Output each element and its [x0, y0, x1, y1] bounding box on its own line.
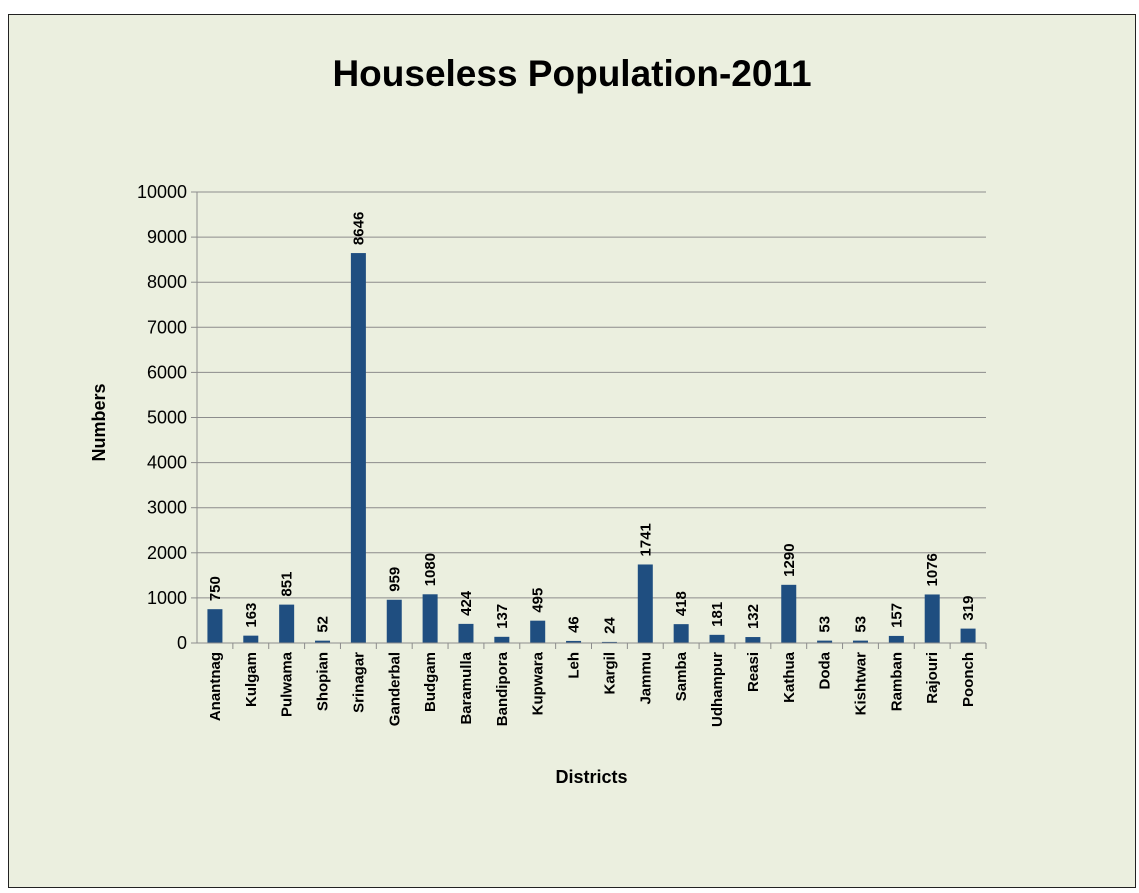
bar	[745, 637, 761, 643]
category-label: Budgam	[422, 652, 439, 712]
chart-title: Houseless Population-2011	[332, 53, 812, 94]
data-label: 8646	[350, 212, 367, 245]
y-tick-label: 10000	[137, 182, 187, 202]
y-tick-label: 0	[177, 633, 187, 653]
bar	[458, 623, 474, 643]
bar	[243, 635, 259, 643]
category-label: Pulwama	[279, 651, 296, 717]
bar	[637, 564, 653, 643]
bar	[960, 628, 976, 643]
category-label: Kulgam	[243, 652, 260, 707]
y-tick-label: 5000	[147, 408, 187, 428]
y-tick-label: 4000	[147, 453, 187, 473]
category-label: Baramulla	[458, 651, 475, 724]
data-label: 851	[279, 572, 296, 597]
y-tick-label: 2000	[147, 543, 187, 563]
data-label: 53	[852, 616, 869, 633]
bar	[888, 635, 904, 643]
category-label: Kathua	[781, 651, 798, 702]
bar	[207, 609, 223, 643]
y-tick-label: 9000	[147, 227, 187, 247]
y-tick-label: 7000	[147, 317, 187, 337]
category-label: Samba	[673, 651, 690, 701]
category-label: Bandipora	[494, 651, 511, 726]
gridlines	[197, 191, 986, 599]
data-label: 181	[709, 602, 726, 627]
category-label: Reasi	[745, 652, 762, 692]
category-label: Ganderbal	[386, 652, 403, 726]
category-label: Kargil	[601, 652, 618, 695]
category-label: Leh	[566, 652, 583, 679]
category-label: Srinagar	[350, 652, 367, 713]
y-axis-title: Numbers	[89, 383, 109, 461]
y-tick-label: 6000	[147, 362, 187, 382]
category-label: Kishtwar	[852, 652, 869, 716]
y-tick-label: 8000	[147, 272, 187, 292]
data-label: 750	[207, 576, 224, 601]
data-label: 46	[566, 616, 583, 633]
bar	[422, 594, 438, 643]
bar	[279, 604, 295, 643]
bar	[530, 620, 546, 643]
data-label: 1741	[637, 523, 654, 556]
bar-chart: 0 1000 2000 3000 4000 5000 6000 7000 8000 9000 100…	[89, 182, 987, 787]
bars	[207, 253, 976, 643]
bar	[494, 636, 510, 643]
data-label: 418	[673, 591, 690, 616]
category-label: Kupwara	[530, 651, 547, 715]
labels: 0 1000 2000 3000 4000 5000 6000 7000 8000 9000 100…	[137, 182, 977, 727]
bar	[673, 624, 689, 643]
bar	[566, 640, 582, 643]
y-tick-label: 3000	[147, 498, 187, 518]
data-label: 959	[386, 567, 403, 592]
category-label: Doda	[817, 651, 834, 689]
y-tick-label: 1000	[147, 588, 187, 608]
category-label: Poonch	[960, 652, 977, 707]
category-label: Ramban	[888, 652, 905, 711]
data-label: 137	[494, 604, 511, 629]
data-label: 163	[243, 603, 260, 628]
data-label: 1290	[781, 543, 798, 576]
axes	[191, 191, 987, 649]
data-label: 1080	[422, 553, 439, 586]
bar	[924, 594, 940, 643]
bar	[601, 641, 617, 643]
bar	[817, 640, 833, 643]
category-label: Shopian	[315, 652, 332, 711]
data-label: 53	[817, 616, 834, 633]
category-label: Udhampur	[709, 652, 726, 727]
data-label: 424	[458, 590, 475, 616]
data-label: 495	[530, 588, 547, 613]
bar	[315, 640, 331, 643]
data-label: 132	[745, 604, 762, 629]
data-label: 157	[888, 603, 905, 628]
bar	[709, 634, 725, 643]
bar	[852, 640, 868, 643]
data-label: 1076	[924, 553, 941, 586]
bar	[350, 253, 366, 643]
x-axis-title: Districts	[555, 767, 627, 787]
category-label: Jammu	[637, 652, 654, 705]
category-label: Anantnag	[207, 652, 224, 721]
data-label: 52	[315, 616, 332, 633]
data-label: 24	[601, 617, 618, 634]
bar	[781, 584, 797, 643]
bar	[386, 599, 402, 643]
chart-frame: Houseless Population-2011 0 1000 2000 3000 4…	[8, 14, 1136, 888]
data-label: 319	[960, 596, 977, 621]
category-label: Rajouri	[924, 652, 941, 704]
